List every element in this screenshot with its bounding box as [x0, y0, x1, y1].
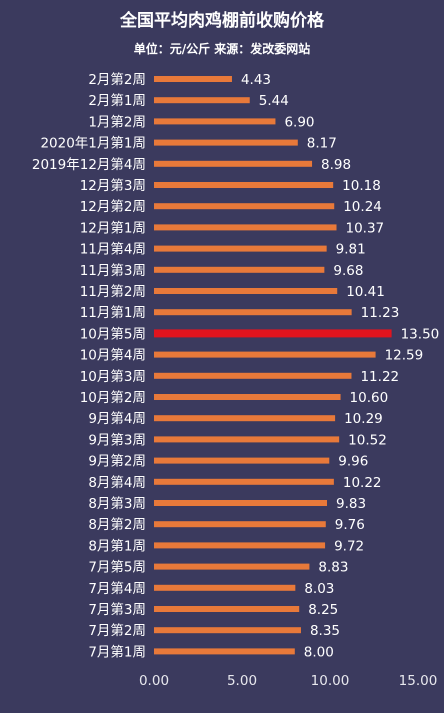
data-label: 10.37: [346, 220, 385, 236]
category-label: 8月第2周: [88, 516, 146, 533]
x-tick-label: 0.00: [139, 673, 169, 689]
data-label: 10.29: [344, 411, 383, 427]
data-label: 10.22: [343, 475, 382, 491]
bar: [154, 245, 327, 252]
bar: [154, 394, 341, 400]
data-label: 13.50: [401, 326, 440, 342]
bar-highlight: [154, 329, 392, 338]
category-label: 9月第3周: [88, 431, 146, 448]
data-label: 8.83: [318, 560, 348, 576]
bar: [154, 76, 232, 82]
bar: [154, 478, 334, 485]
category-label: 8月第1周: [88, 537, 146, 554]
data-label: 10.41: [346, 284, 385, 300]
data-label: 8.03: [304, 581, 334, 597]
category-label: 7月第4周: [88, 580, 146, 597]
bar: [154, 584, 296, 591]
data-label: 9.83: [336, 496, 366, 512]
bar: [154, 224, 337, 231]
data-label: 8.17: [307, 136, 337, 152]
category-label: 11月第4周: [80, 241, 146, 258]
bar: [154, 606, 300, 612]
bar: [154, 542, 326, 549]
category-label: 7月第3周: [88, 601, 146, 618]
bar: [154, 139, 298, 146]
data-label: 9.72: [334, 538, 364, 554]
category-label: 10月第5周: [80, 325, 146, 342]
category-label: 9月第2周: [88, 453, 146, 470]
category-label: 8月第4周: [88, 474, 146, 491]
data-label: 9.96: [338, 454, 368, 470]
data-label: 8.35: [310, 623, 340, 639]
data-label: 9.68: [333, 263, 363, 279]
bar: [154, 627, 301, 634]
bar: [154, 563, 310, 570]
chart-title: 全国平均肉鸡棚前收购价格: [120, 11, 324, 31]
bar: [154, 97, 250, 104]
category-label: 7月第2周: [88, 622, 146, 639]
data-label: 10.24: [343, 199, 382, 215]
data-label: 9.81: [336, 242, 366, 258]
data-label: 5.44: [259, 93, 289, 109]
x-tick-label: 10.00: [311, 673, 350, 689]
data-label: 10.18: [342, 178, 381, 194]
data-label: 11.23: [361, 305, 400, 321]
x-tick-label: 15.00: [399, 673, 438, 689]
data-label: 10.60: [350, 390, 389, 406]
category-label: 12月第1周: [80, 219, 146, 236]
bar: [154, 309, 352, 316]
bar: [154, 160, 313, 167]
category-label: 12月第3周: [80, 177, 146, 194]
bar: [154, 521, 326, 528]
bar: [154, 415, 336, 422]
category-label: 7月第1周: [88, 643, 146, 660]
bar: [154, 182, 334, 188]
data-label: 11.22: [360, 369, 399, 385]
data-label: 10.52: [348, 432, 387, 448]
data-label: 8.25: [308, 602, 338, 618]
category-label: 2019年12月第4周: [32, 156, 146, 173]
data-label: 8.00: [304, 644, 334, 660]
bar: [154, 457, 330, 464]
data-label: 4.43: [241, 72, 271, 88]
category-label: 2020年1月第1周: [40, 135, 146, 152]
x-tick-label: 5.00: [227, 673, 257, 689]
category-label: 10月第2周: [80, 389, 146, 406]
bar: [154, 648, 295, 655]
category-label: 11月第2周: [80, 283, 146, 300]
bar: [154, 500, 328, 506]
category-label: 7月第5周: [88, 559, 146, 576]
category-label: 11月第3周: [80, 262, 146, 279]
category-label: 2月第2周: [88, 71, 146, 88]
category-label: 2月第1周: [88, 92, 146, 109]
data-label: 6.90: [284, 114, 314, 130]
bar: [154, 351, 376, 358]
data-label: 12.59: [385, 348, 424, 364]
bar: [154, 266, 325, 273]
bar: [154, 436, 340, 443]
category-label: 9月第4周: [88, 410, 146, 427]
category-label: 1月第2周: [88, 113, 146, 130]
category-label: 12月第2周: [80, 198, 146, 215]
bar: [154, 372, 352, 379]
chart-subtitle: 单位：元/公斤 来源：发改委网站: [133, 42, 311, 56]
category-label: 11月第1周: [80, 304, 146, 321]
category-label: 8月第3周: [88, 495, 146, 512]
category-label: 10月第4周: [80, 347, 146, 364]
data-label: 8.98: [321, 157, 351, 173]
bar: [154, 203, 335, 210]
bar: [154, 288, 338, 294]
category-label: 10月第3周: [80, 368, 146, 385]
data-label: 9.76: [335, 517, 365, 533]
bar: [154, 118, 276, 125]
